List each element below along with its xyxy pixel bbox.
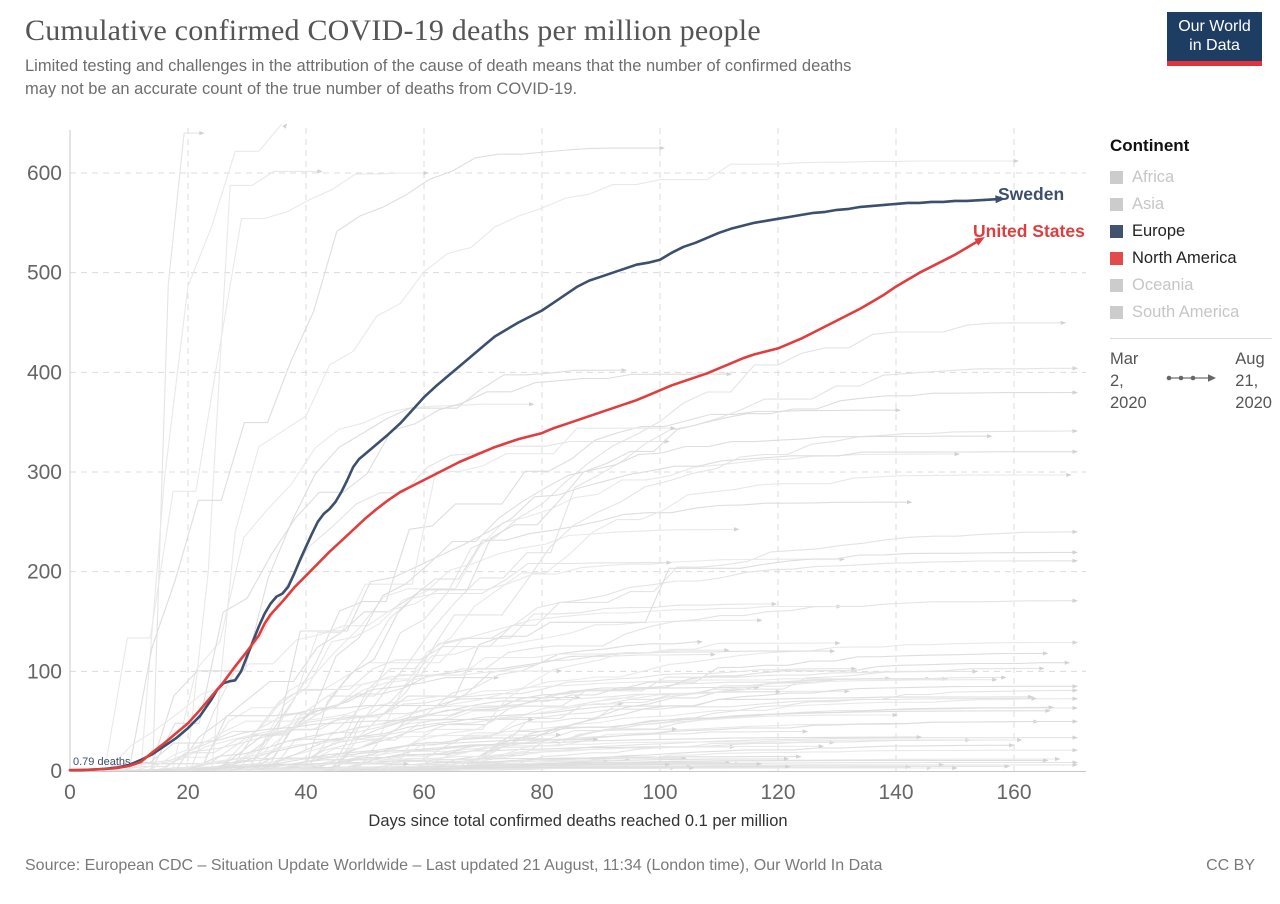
x-axis-title: Days since total confirmed deaths reache… [368,812,788,830]
legend-swatch [1110,279,1123,292]
footer-source: Source: European CDC – Situation Update … [25,857,883,874]
series-label[interactable]: United States [973,221,1085,241]
series-label[interactable]: Sweden [998,184,1064,204]
page-title: Cumulative confirmed COVID-19 deaths per… [25,14,761,47]
legend-item-oceania[interactable]: Oceania [1110,276,1272,295]
series-arrow-icon [995,195,1006,204]
legend-item-africa[interactable]: Africa [1110,168,1272,187]
timeline-start-date[interactable]: Mar 2, 2020 [1110,350,1147,412]
chart-header: Cumulative confirmed COVID-19 deaths per… [25,14,1140,101]
scrubber-dot[interactable] [1190,375,1196,381]
scrubber-arrow-icon [1208,374,1216,382]
timeline-control: Mar 2, 2020 Aug 21, 2020 [1110,349,1272,414]
svg-text:600: 600 [27,162,62,185]
legend-label: North America [1132,249,1237,267]
axes [69,130,1086,772]
series-sweden[interactable]: Sweden [68,184,1064,772]
scrubber-dot[interactable] [1166,375,1172,381]
svg-text:80: 80 [530,781,553,804]
owid-logo-line2: in Data [1189,36,1240,54]
footer-license-link[interactable]: CC BY [1206,857,1255,874]
svg-text:0: 0 [64,781,76,804]
legend-item-south-america[interactable]: South America [1110,303,1272,322]
svg-text:400: 400 [27,361,62,384]
timeline-end-date[interactable]: Aug 21, 2020 [1235,350,1272,412]
svg-text:100: 100 [27,660,62,683]
legend-item-north-america[interactable]: North America [1110,249,1272,268]
svg-text:500: 500 [27,262,62,285]
scrubber-dot[interactable] [1178,375,1184,381]
owid-logo-line1: Our World [1178,18,1251,36]
legend-heading: Continent [1110,136,1190,155]
legend-item-europe[interactable]: Europe [1110,222,1272,241]
legend-swatch [1110,252,1123,265]
svg-text:100: 100 [642,781,677,804]
svg-text:120: 120 [760,781,795,804]
origin-annotation: 0.79 deaths [73,756,131,768]
gridlines [70,128,1086,771]
axis-tick-labels: 0 20 40 60 80 100 120 140 160 0 100 200 300 400 500 600 [27,162,1032,804]
legend-label: Europe [1132,222,1186,240]
svg-text:40: 40 [294,781,317,804]
legend-item-asia[interactable]: Asia [1110,195,1272,214]
series-united-states[interactable]: United States [68,221,1085,772]
legend-swatch [1110,225,1123,238]
legend-label: Oceania [1132,276,1194,294]
background-country-lines [81,124,1078,771]
svg-text:20: 20 [176,781,199,804]
svg-text:0: 0 [50,760,62,783]
legend-swatch [1110,171,1123,184]
series-arrow-icon [974,237,985,246]
svg-text:200: 200 [27,561,62,584]
owid-logo[interactable]: Our World in Data [1167,12,1262,66]
chart-footer: Source: European CDC – Situation Update … [25,857,1255,875]
svg-text:140: 140 [878,781,913,804]
legend-swatch [1110,198,1123,211]
legend-label: Africa [1132,168,1175,186]
timeline-scrubber[interactable] [1165,371,1217,385]
svg-text:300: 300 [27,461,62,484]
svg-text:60: 60 [412,781,435,804]
legend-label: South America [1132,303,1240,321]
page-subtitle: Limited testing and challenges in the at… [25,57,852,98]
legend-swatch [1110,306,1123,319]
legend-label: Asia [1132,195,1165,213]
panel-divider [1110,338,1272,339]
svg-text:160: 160 [996,781,1031,804]
side-panel: Continent Africa Asia Europe North Ameri… [1110,136,1272,414]
line-chart-canvas[interactable]: Sweden United States 0.79 deaths 0 20 40 60 80 1… [0,118,1100,808]
